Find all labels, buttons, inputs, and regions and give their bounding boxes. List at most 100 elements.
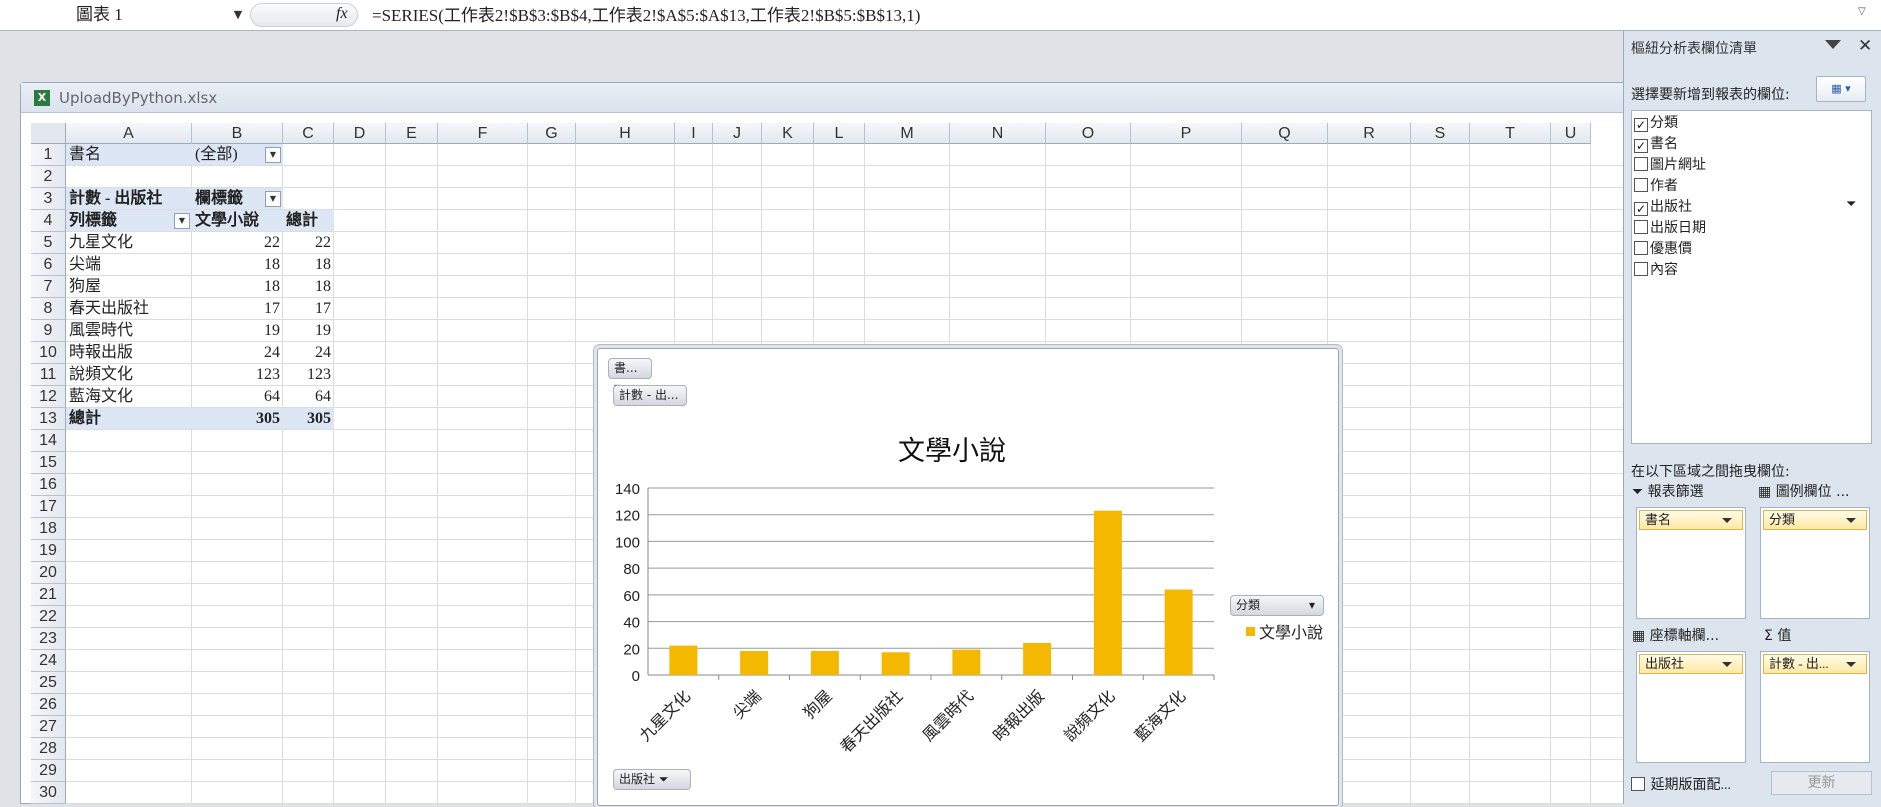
column-header[interactable]: S (1411, 123, 1470, 144)
row-header[interactable]: 21 (31, 584, 66, 606)
column-header[interactable]: C (283, 123, 334, 144)
row-header[interactable]: 7 (31, 276, 66, 298)
row-header[interactable]: 18 (31, 518, 66, 540)
column-header[interactable]: A (66, 123, 192, 144)
field-item[interactable]: ✓ 書名 (1634, 134, 1678, 155)
pivot-row-total[interactable]: 18 (315, 256, 331, 273)
checkbox-checked[interactable]: ✓ (1634, 118, 1648, 132)
select-all-corner[interactable] (31, 123, 66, 144)
formula-bar-resize-handle[interactable] (250, 3, 358, 27)
field-item[interactable]: 優惠價 (1634, 239, 1692, 260)
field-item[interactable]: ✓ 出版社 (1634, 197, 1692, 218)
pivot-column-labels-header[interactable]: 欄標籤 (192, 188, 283, 209)
column-header[interactable]: H (576, 123, 675, 144)
close-icon[interactable]: ✕ (1858, 36, 1873, 56)
chart-value-field-button[interactable]: 計數 - 出... (613, 385, 687, 406)
axis-field-pill[interactable]: 出版社 (1639, 654, 1743, 674)
column-header[interactable]: B (192, 123, 283, 144)
row-header[interactable]: 30 (31, 782, 66, 804)
row-header[interactable]: 26 (31, 694, 66, 716)
field-item[interactable]: 圖片網址 (1634, 155, 1706, 176)
column-header[interactable]: E (386, 123, 438, 144)
row-header[interactable]: 5 (31, 232, 66, 254)
row-header[interactable]: 11 (31, 364, 66, 386)
pivot-row-label[interactable]: 風雲時代 (69, 322, 134, 339)
row-header[interactable]: 15 (31, 452, 66, 474)
column-labels-dropdown-icon[interactable]: ▼ (265, 191, 281, 207)
defer-layout-update-checkbox[interactable]: 延期版面配... (1631, 774, 1731, 794)
row-header[interactable]: 20 (31, 562, 66, 584)
column-header[interactable]: N (950, 123, 1046, 144)
pivot-row-value[interactable]: 64 (264, 388, 280, 405)
field-item[interactable]: ✓ 分類 (1634, 113, 1678, 134)
pivot-filter-label[interactable]: 書名 (66, 144, 192, 165)
axis-fields-area[interactable]: 出版社 (1636, 651, 1746, 763)
pivot-chart[interactable]: 書... ▾ 計數 - 出... 文學小說 0 20 40 60 80 100 120 140… (597, 348, 1339, 806)
checkbox[interactable] (1634, 220, 1648, 234)
pivot-row-value[interactable]: 19 (264, 322, 280, 339)
formula-input[interactable]: =SERIES(工作表2!$B$3:$B$4,工作表2!$A$5:$A$13,工… (372, 6, 921, 25)
field-item[interactable]: 作者 (1634, 176, 1678, 197)
column-header[interactable]: M (865, 123, 950, 144)
pivot-value-label[interactable]: 計數 - 出版社 (66, 188, 192, 209)
column-header[interactable]: O (1046, 123, 1131, 144)
column-header[interactable]: L (814, 123, 865, 144)
chevron-down-icon[interactable] (1846, 518, 1856, 523)
checkbox[interactable] (1631, 777, 1645, 791)
column-header[interactable]: J (713, 123, 762, 144)
pivot-row-value[interactable]: 18 (264, 256, 280, 273)
expand-formula-bar-icon[interactable]: ▽ (1858, 6, 1866, 17)
pivot-row-value[interactable]: 123 (256, 366, 280, 383)
pane-menu-icon[interactable] (1825, 40, 1841, 49)
row-header[interactable]: 13 (31, 408, 66, 430)
chevron-down-icon[interactable] (1722, 518, 1732, 523)
row-labels-filter-icon[interactable]: ▼ (174, 213, 190, 229)
pivot-row-total[interactable]: 24 (315, 344, 331, 361)
row-header[interactable]: 4 (31, 210, 66, 232)
pivot-row-labels-header[interactable]: 列標籤 (66, 210, 192, 231)
report-filter-field-pill[interactable]: 書名 (1639, 510, 1743, 530)
report-filter-area[interactable]: 書名 (1636, 507, 1746, 619)
row-header[interactable]: 1 (31, 144, 66, 166)
column-header[interactable]: P (1131, 123, 1242, 144)
pivot-row-total[interactable]: 22 (315, 234, 331, 251)
update-button[interactable]: 更新 (1771, 771, 1872, 795)
checkbox-checked[interactable]: ✓ (1634, 202, 1648, 216)
chart-axis-field-button[interactable]: 出版社 ⏷ (613, 769, 691, 790)
column-header[interactable]: T (1470, 123, 1551, 144)
column-header[interactable]: K (762, 123, 814, 144)
row-header[interactable]: 9 (31, 320, 66, 342)
column-header[interactable]: D (334, 123, 386, 144)
pivot-row-total[interactable]: 64 (315, 388, 331, 405)
row-header[interactable]: 29 (31, 760, 66, 782)
checkbox[interactable] (1634, 241, 1648, 255)
row-header[interactable]: 19 (31, 540, 66, 562)
row-header[interactable]: 23 (31, 628, 66, 650)
pivot-row-total[interactable]: 19 (315, 322, 331, 339)
row-header[interactable]: 22 (31, 606, 66, 628)
function-icon[interactable]: fx (336, 5, 348, 22)
field-item[interactable]: 內容 (1634, 260, 1678, 281)
pivot-row-label[interactable]: 九星文化 (69, 234, 134, 251)
row-header[interactable]: 17 (31, 496, 66, 518)
pivot-row-total[interactable]: 17 (315, 300, 331, 317)
values-field-pill[interactable]: 計數 - 出... (1763, 654, 1867, 674)
row-header[interactable]: 8 (31, 298, 66, 320)
column-header[interactable]: I (675, 123, 713, 144)
pivot-row-label[interactable]: 春天出版社 (69, 300, 150, 317)
pivot-row-label[interactable]: 狗屋 (69, 278, 102, 295)
pivot-row-value[interactable]: 17 (264, 300, 280, 317)
checkbox[interactable] (1634, 262, 1648, 276)
row-header[interactable]: 12 (31, 386, 66, 408)
chevron-down-icon[interactable] (1722, 662, 1732, 667)
row-header[interactable]: 28 (31, 738, 66, 760)
column-header[interactable]: R (1328, 123, 1411, 144)
column-header[interactable]: G (528, 123, 576, 144)
chart-filter-book-button[interactable]: 書... ▾ (608, 358, 652, 394)
field-item[interactable]: 出版日期 (1634, 218, 1706, 239)
row-header[interactable]: 24 (31, 650, 66, 672)
pivot-column-item[interactable]: 文學小說 (192, 210, 283, 231)
row-header[interactable]: 3 (31, 188, 66, 210)
chevron-down-icon[interactable] (1846, 662, 1856, 667)
pivot-total-header[interactable]: 總計 (283, 210, 334, 231)
